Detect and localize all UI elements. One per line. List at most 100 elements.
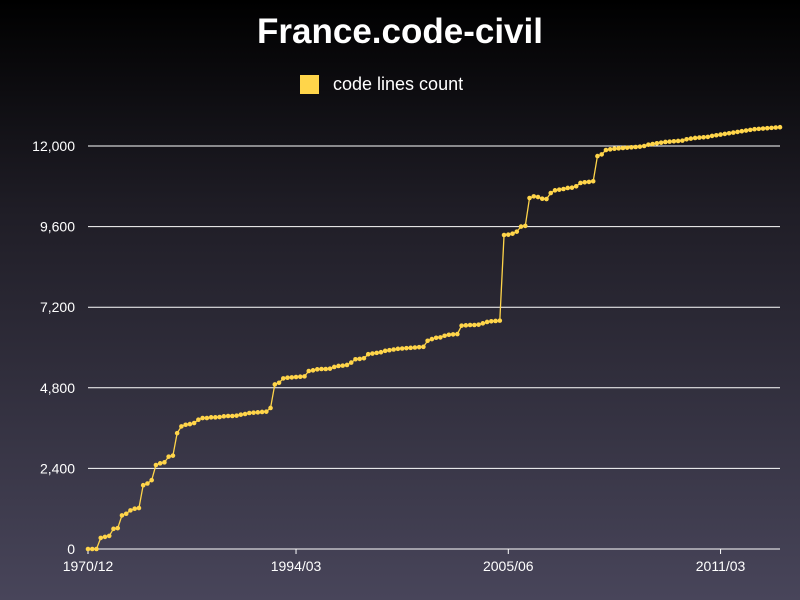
data-point (446, 332, 452, 338)
data-point (582, 179, 588, 185)
data-point (522, 223, 528, 229)
data-point (501, 232, 507, 238)
data-point (149, 477, 154, 483)
data-point (726, 130, 732, 136)
grid-lines (88, 145, 780, 469)
data-point (680, 138, 685, 143)
data-point (259, 409, 265, 415)
data-point (247, 410, 252, 416)
data-point (629, 145, 634, 150)
data-point (361, 355, 367, 361)
data-point (221, 414, 227, 419)
data-point (357, 356, 363, 362)
data-point (497, 318, 503, 323)
data-point (166, 454, 171, 459)
data-point (225, 413, 231, 419)
data-point (293, 374, 299, 380)
data-point (769, 125, 774, 131)
data-point (607, 147, 613, 152)
data-point (98, 535, 104, 541)
data-point (297, 374, 303, 380)
data-point (459, 323, 464, 328)
data-point (697, 135, 702, 140)
legend: code lines count (300, 73, 463, 95)
data-point (217, 414, 222, 420)
data-point (714, 132, 719, 138)
data-point (230, 413, 235, 419)
data-point (272, 382, 278, 387)
data-point (128, 508, 133, 513)
data-point (764, 125, 770, 131)
data-point (344, 362, 350, 368)
data-point (527, 195, 532, 201)
data-point (382, 348, 388, 354)
data-point (731, 130, 736, 135)
data-point (684, 136, 689, 142)
legend-swatch (300, 74, 319, 94)
data-point (671, 139, 677, 144)
data-point (204, 415, 210, 421)
data-point (251, 410, 256, 415)
data-point (378, 349, 384, 355)
x-tick-label: 2005/06 (483, 558, 534, 574)
data-point (323, 366, 329, 372)
data-point (433, 335, 439, 341)
data-point (493, 318, 498, 324)
data-point (616, 146, 621, 151)
data-point (739, 128, 745, 134)
data-point (752, 126, 757, 132)
data-point (94, 546, 99, 552)
data-point (191, 420, 197, 426)
data-point (115, 525, 121, 531)
y-tick-label: 7,200 (40, 299, 75, 315)
data-point (412, 345, 418, 350)
data-point (170, 453, 176, 458)
data-point (612, 146, 617, 151)
data-point (777, 124, 783, 130)
data-point (599, 152, 604, 157)
data-point (365, 351, 371, 357)
data-point (136, 505, 142, 511)
data-point (510, 231, 515, 236)
data-point (476, 322, 481, 327)
data-point (327, 366, 333, 371)
data-point (111, 526, 116, 532)
data-point (387, 347, 392, 353)
data-point (336, 363, 341, 369)
data-point (489, 319, 494, 324)
x-axis-ticks: 1970/12 1994/03 2005/06 2011/03 (63, 549, 746, 574)
data-point (747, 127, 753, 133)
data-point (319, 366, 324, 372)
data-point (760, 126, 766, 131)
data-point (514, 229, 520, 234)
data-point (408, 345, 413, 351)
data-point (289, 375, 295, 380)
data-point (641, 143, 647, 149)
data-point (667, 139, 672, 144)
data-point (578, 180, 583, 186)
data-point (675, 138, 681, 144)
y-tick-label: 2,400 (40, 460, 75, 476)
data-point (603, 147, 609, 153)
data-point (306, 368, 312, 374)
data-point (429, 336, 435, 342)
data-point (213, 415, 218, 420)
data-point (119, 513, 125, 518)
data-point (624, 145, 630, 150)
data-point (314, 367, 320, 372)
data-point (735, 129, 740, 135)
data-point (688, 136, 694, 141)
data-point (404, 345, 409, 351)
legend-label: code lines count (333, 73, 464, 94)
data-point (140, 482, 146, 488)
x-tick-label: 2011/03 (696, 558, 746, 574)
data-point (438, 335, 443, 340)
data-point (234, 413, 239, 418)
data-point (340, 363, 346, 368)
data-point (89, 546, 95, 552)
data-point (153, 462, 159, 468)
data-point (518, 224, 524, 229)
data-point (442, 333, 447, 339)
data-point (238, 412, 244, 417)
